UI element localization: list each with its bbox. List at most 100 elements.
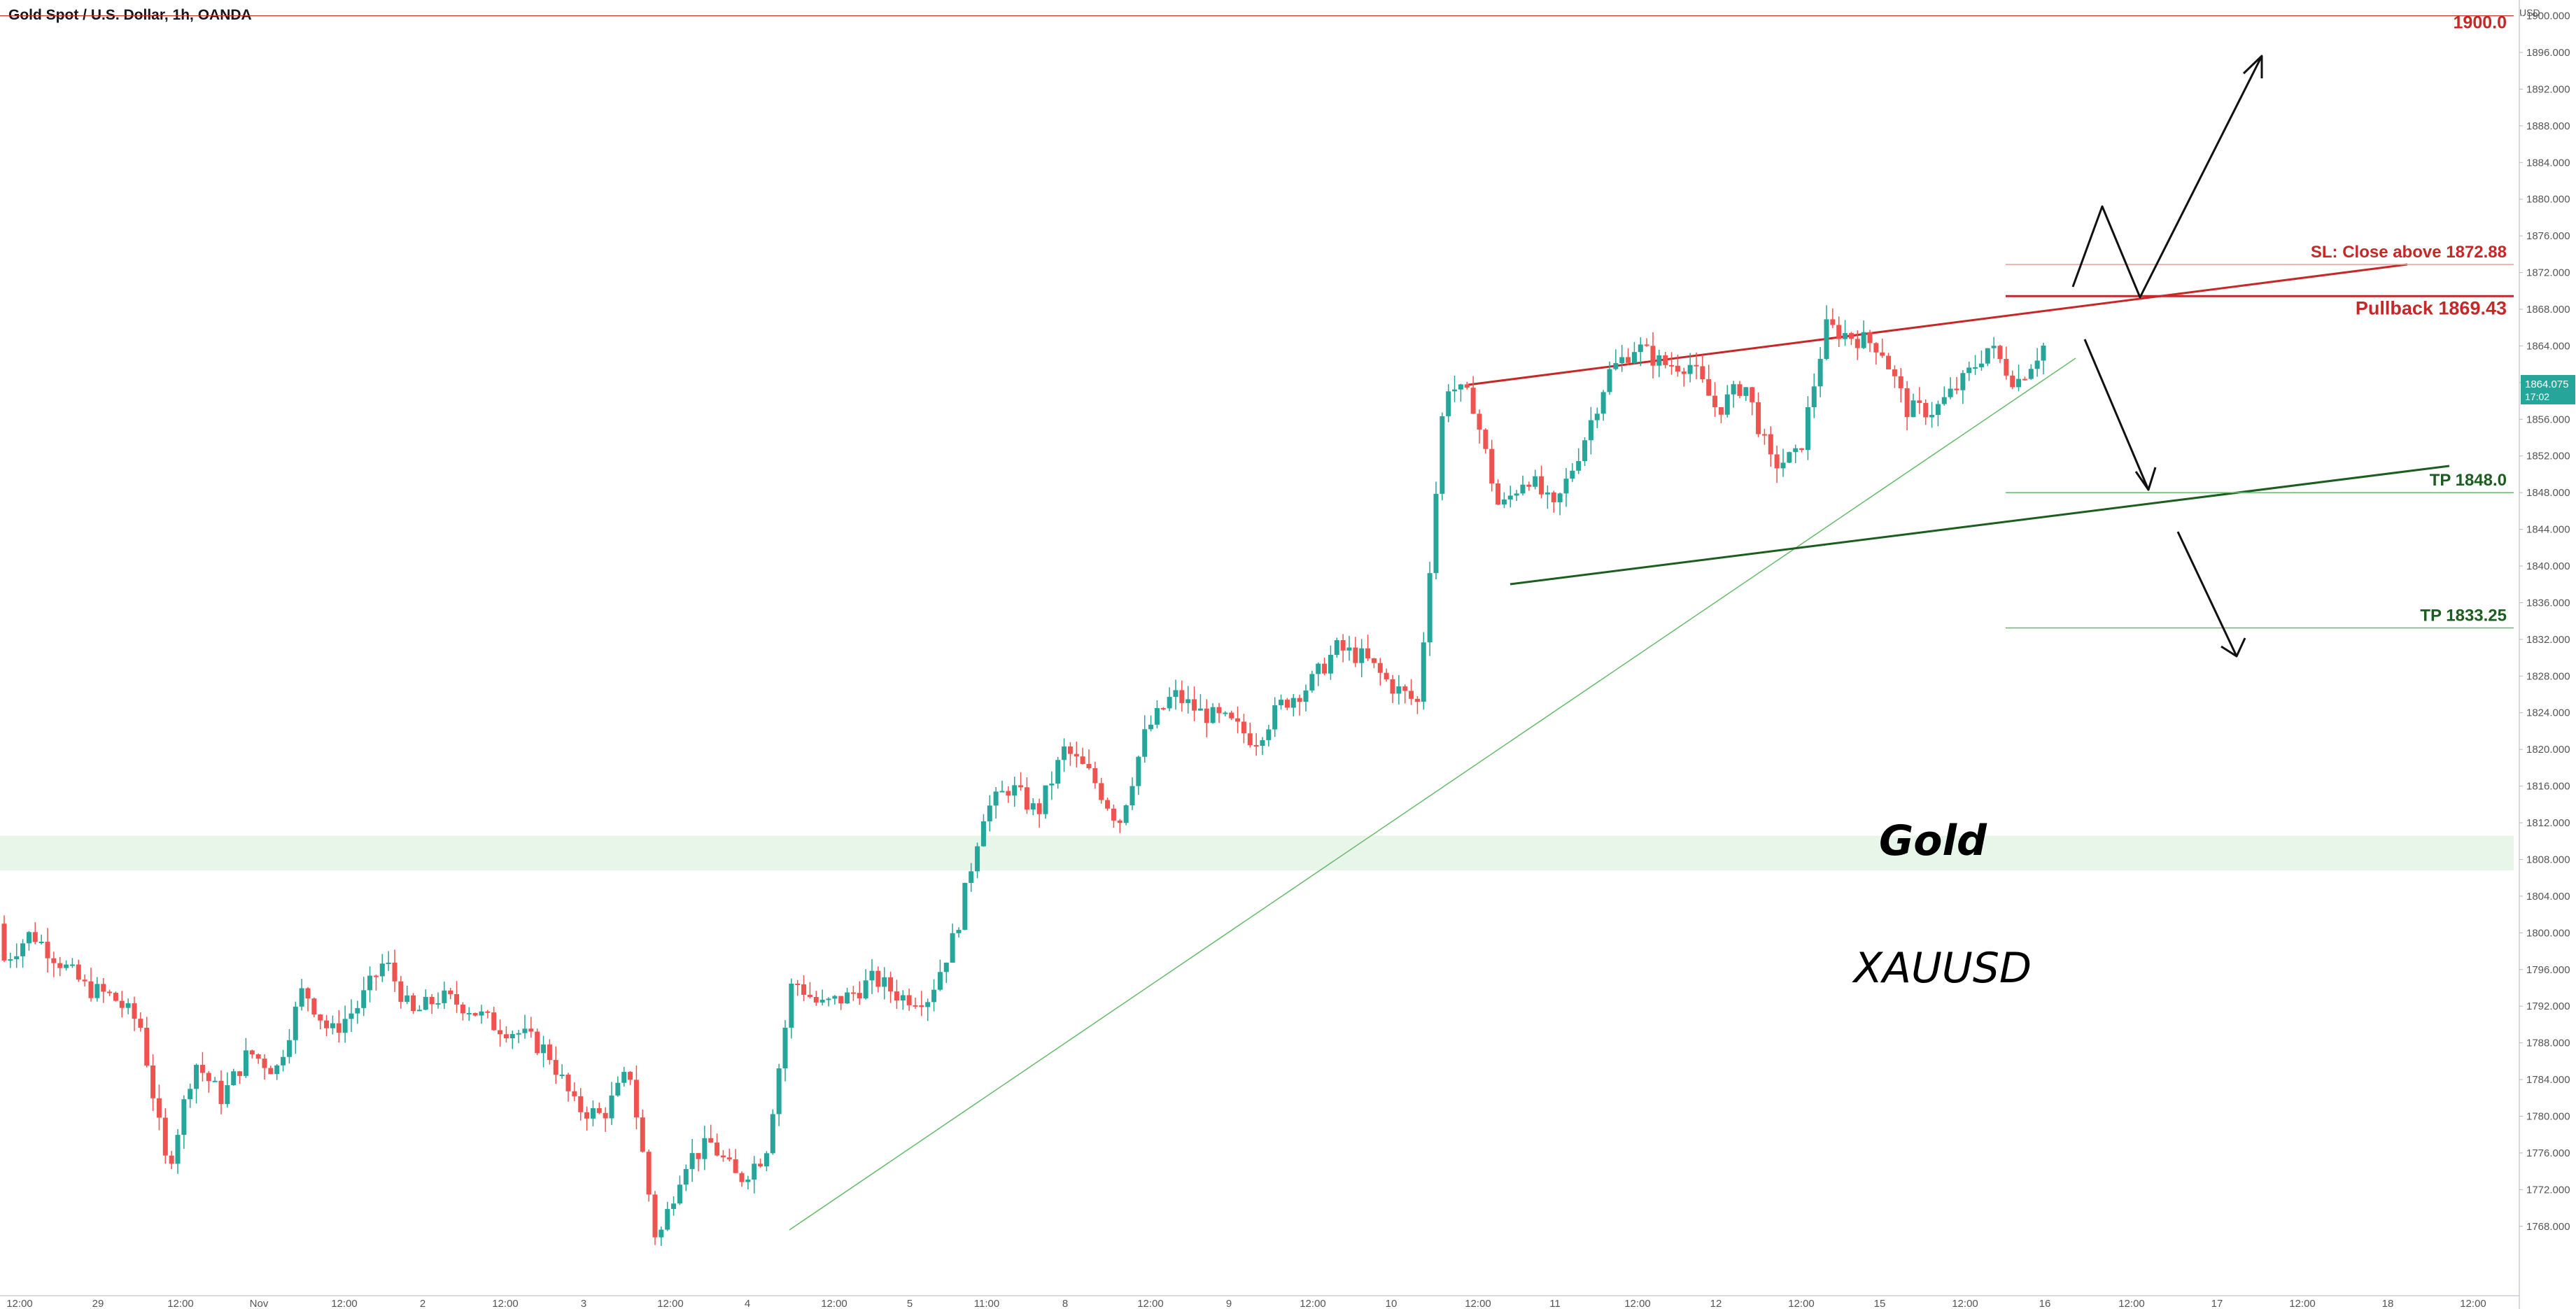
candle-body xyxy=(448,990,453,994)
candle-body xyxy=(281,1056,286,1066)
candle-body xyxy=(218,1080,224,1105)
candle-body xyxy=(76,964,81,980)
candle-body xyxy=(342,1019,348,1033)
x-tick-label: 12:00 xyxy=(2289,1298,2316,1309)
candle-body xyxy=(2022,378,2027,381)
candle-body xyxy=(1371,658,1377,663)
candle-body xyxy=(1290,698,1296,708)
scenario-tp-path xyxy=(2176,531,2238,657)
candle-body xyxy=(416,1010,422,1012)
y-tick-label: 1876.000 xyxy=(2526,230,2570,242)
candle-body xyxy=(1006,791,1011,796)
candle-body xyxy=(565,1074,571,1091)
candle-body xyxy=(1619,357,1625,363)
candle-body xyxy=(1192,699,1197,711)
candle-body xyxy=(1279,700,1284,706)
candle-body xyxy=(1359,648,1365,663)
candle-body xyxy=(45,942,50,958)
x-tick-label: 5 xyxy=(907,1298,913,1309)
y-tick-label: 1804.000 xyxy=(2526,891,2570,903)
candle-body xyxy=(789,984,794,1028)
candle-body xyxy=(82,979,87,982)
scenario-up-arrowhead xyxy=(2242,55,2263,78)
candle-body xyxy=(1867,332,1873,344)
candle-body xyxy=(1588,420,1593,441)
candle-body xyxy=(1247,733,1253,746)
candle-body xyxy=(1817,359,1823,387)
current-price-value: 1864.075 xyxy=(2525,378,2569,390)
chart-title: Gold Spot / U.S. Dollar, 1h, OANDA xyxy=(8,7,252,23)
candle-body xyxy=(776,1068,782,1115)
candle-body xyxy=(999,791,1005,793)
candle-body xyxy=(696,1153,701,1159)
candle-body xyxy=(1594,413,1600,420)
current-price-timer: 17:02 xyxy=(2525,391,2549,402)
candle-body xyxy=(299,988,304,1007)
candle-body xyxy=(1402,686,1408,691)
candle-body xyxy=(1737,384,1743,396)
candle-body xyxy=(1099,783,1104,800)
x-tick-label: 11:00 xyxy=(974,1298,999,1309)
candle-body xyxy=(57,963,63,968)
candle-body xyxy=(584,1112,590,1119)
y-tick-label: 1780.000 xyxy=(2526,1110,2570,1122)
x-tick-label: 12:00 xyxy=(657,1298,684,1309)
x-tick-label: 12:00 xyxy=(821,1298,847,1309)
y-tick-label: 1832.000 xyxy=(2526,634,2570,646)
y-tick-label: 1880.000 xyxy=(2526,194,2570,206)
candle-body xyxy=(1644,344,1649,346)
candle-body xyxy=(628,1072,633,1080)
current-price-badge[interactable] xyxy=(2521,375,2575,404)
candle-body xyxy=(1756,402,1761,434)
y-tick-label: 1792.000 xyxy=(2526,1000,2570,1012)
currency-label[interactable]: USD xyxy=(2519,7,2540,18)
candle-body xyxy=(249,1050,255,1054)
candle-body xyxy=(850,992,856,994)
y-tick-label: 1768.000 xyxy=(2526,1221,2570,1233)
candle-body xyxy=(1854,339,1860,348)
candle-body xyxy=(1600,392,1606,414)
candle-body xyxy=(819,999,825,1003)
candle-body xyxy=(980,821,986,847)
candle-body xyxy=(782,1027,788,1069)
candle-body xyxy=(1910,400,1916,418)
candle-body xyxy=(262,1059,267,1068)
candle-body xyxy=(1880,352,1885,356)
candle-body xyxy=(1123,805,1129,823)
candle-body xyxy=(1440,416,1445,494)
candle-body xyxy=(1340,640,1346,651)
candle-body xyxy=(2010,375,2015,388)
candle-body xyxy=(373,975,379,977)
candle-body xyxy=(138,1019,143,1028)
candle-body xyxy=(720,1155,726,1158)
candle-body xyxy=(1043,785,1048,814)
candle-body xyxy=(255,1054,261,1059)
candle-body xyxy=(1706,379,1712,396)
candle-body xyxy=(472,1012,478,1016)
candle-body xyxy=(181,1099,187,1135)
candle-body xyxy=(906,995,912,1005)
candle-body xyxy=(937,972,943,990)
candle-body xyxy=(1421,642,1426,702)
candle-body xyxy=(733,1159,738,1173)
candle-body xyxy=(1923,402,1929,418)
candle-body xyxy=(1650,346,1656,366)
candle-body xyxy=(1433,493,1439,574)
level-1900-label: 1900.0 xyxy=(2454,13,2507,33)
candle-body xyxy=(1365,648,1371,658)
y-tick-label: 1796.000 xyxy=(2526,964,2570,976)
candle-body xyxy=(1830,319,1836,325)
ascending-trendline xyxy=(789,358,2076,1231)
candle-body xyxy=(1396,686,1402,694)
candle-body xyxy=(1582,440,1588,462)
candle-body xyxy=(1328,655,1333,674)
candle-body xyxy=(169,1155,174,1164)
candle-body xyxy=(987,805,992,821)
candle-body xyxy=(330,1023,335,1028)
candle-body xyxy=(94,984,100,998)
candle-body xyxy=(1049,784,1055,786)
candle-body xyxy=(993,791,999,806)
candle-body xyxy=(1576,461,1582,471)
candle-body xyxy=(1409,691,1414,699)
